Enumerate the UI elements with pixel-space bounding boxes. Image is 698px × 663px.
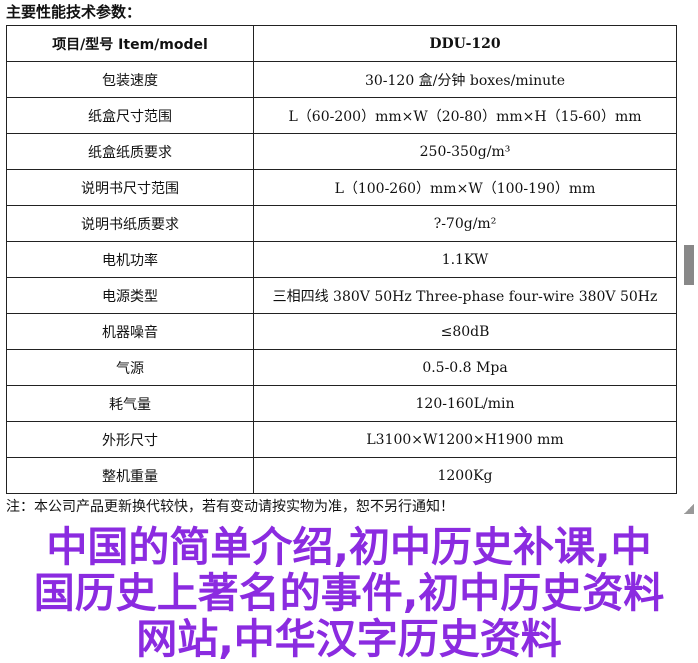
page-content: 主要性能技术参数： 项目/型号 Item/model DDU-120 包装速度 3… — [6, 3, 677, 515]
watermark-line: 中国的简单介绍,初中历史补课,中 — [46, 523, 652, 571]
row-label: 耗气量 — [6, 385, 254, 422]
table-row: 耗气量 120-160L/min — [6, 385, 677, 422]
watermark-line: 网站,中华汉字历史资料 — [136, 615, 562, 663]
header-label: 项目/型号 Item/model — [6, 25, 254, 62]
row-value: 三相四线 380V 50Hz Three-phase four-wire 380… — [253, 277, 677, 314]
row-label: 纸盒尺寸范围 — [6, 97, 254, 134]
row-value: 120-160L/min — [253, 385, 677, 422]
row-value: L（100-260）mm×W（100-190）mm — [253, 169, 677, 206]
row-label: 包装速度 — [6, 61, 254, 98]
row-label: 整机重量 — [6, 457, 254, 494]
row-value: 250-350g/m³ — [253, 133, 677, 170]
watermark-overlay: 中国的简单介绍,初中历史补课,中 国历史上著名的事件,初中历史资料 网站,中华汉… — [0, 524, 698, 662]
table-row: 纸盒纸质要求 250-350g/m³ — [6, 133, 677, 170]
row-label: 电源类型 — [6, 277, 254, 314]
side-expand-button[interactable] — [684, 245, 694, 285]
resize-handle-icon[interactable] — [684, 504, 694, 514]
row-value: ≤80dB — [253, 313, 677, 350]
table-row: 整机重量 1200Kg — [6, 457, 677, 494]
footnote: 注：本公司产品更新换代较快，若有变动请按实物为准，恕不另行通知！ — [6, 499, 454, 515]
row-value: 1.1KW — [253, 241, 677, 278]
table-row: 说明书纸质要求 ?-70g/m² — [6, 205, 677, 242]
table-header: 项目/型号 Item/model DDU-120 — [6, 25, 677, 62]
row-value: 1200Kg — [253, 457, 677, 494]
table-row: 电机功率 1.1KW — [6, 241, 677, 278]
row-value: 30-120 盒/分钟 boxes/minute — [253, 61, 677, 98]
row-value: L（60-200）mm×W（20-80）mm×H（15-60）mm — [253, 97, 677, 134]
row-label: 说明书纸质要求 — [6, 205, 254, 242]
table-row: 包装速度 30-120 盒/分钟 boxes/minute — [6, 61, 677, 98]
table-row: 电源类型 三相四线 380V 50Hz Three-phase four-wire… — [6, 277, 677, 314]
watermark-line: 国历史上著名的事件,初中历史资料 — [33, 569, 665, 617]
row-label: 机器噪音 — [6, 313, 254, 350]
row-value: L3100×W1200×H1900 mm — [253, 421, 677, 458]
row-label: 纸盒纸质要求 — [6, 133, 254, 170]
table-row: 气源 0.5-0.8 Mpa — [6, 349, 677, 386]
row-value: ?-70g/m² — [253, 205, 677, 242]
row-label: 说明书尺寸范围 — [6, 169, 254, 206]
table-row: 纸盒尺寸范围 L（60-200）mm×W（20-80）mm×H（15-60）mm — [6, 97, 677, 134]
table-row: 说明书尺寸范围 L（100-260）mm×W（100-190）mm — [6, 169, 677, 206]
table-row: 外形尺寸 L3100×W1200×H1900 mm — [6, 421, 677, 458]
header-value: DDU-120 — [253, 25, 677, 62]
table-row: 机器噪音 ≤80dB — [6, 313, 677, 350]
row-value: 0.5-0.8 Mpa — [253, 349, 677, 386]
spec-table: 项目/型号 Item/model DDU-120 包装速度 30-120 盒/分钟… — [6, 25, 677, 494]
row-label: 气源 — [6, 349, 254, 386]
row-label: 电机功率 — [6, 241, 254, 278]
section-title: 主要性能技术参数： — [6, 3, 142, 21]
row-label: 外形尺寸 — [6, 421, 254, 458]
